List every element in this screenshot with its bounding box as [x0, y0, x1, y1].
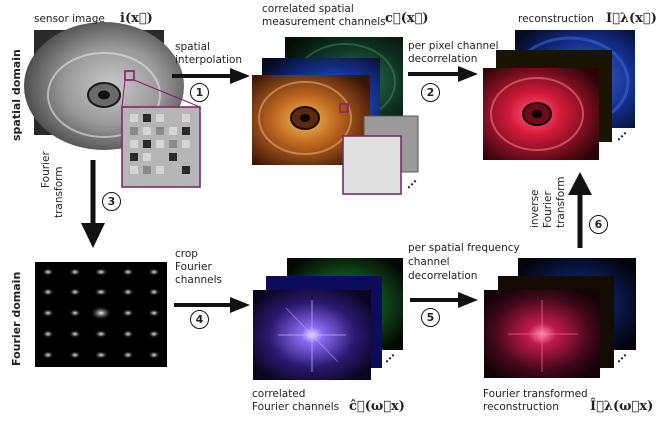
correlated-fourier-label-line2: Fourier channels [252, 401, 340, 413]
per-pixel-label-line1: per pixel channel [408, 40, 499, 52]
spatial-interpolation-label-line2: interpolation [175, 54, 243, 66]
correlated-spatial-channel-stack [252, 37, 419, 195]
step-6-badge: 6 [589, 215, 608, 234]
crop-fourier-label-line2: Fourier [175, 261, 212, 273]
correlated-spatial-label-line1: correlated spatial [262, 3, 354, 15]
arrow-per-spatial-frequency [410, 292, 478, 308]
correlated-spatial-label-line2: measurement channels [262, 16, 386, 28]
fourier-domain-label: Fourier domain [10, 271, 23, 366]
inverse-fourier-label-line3: transform [555, 176, 567, 228]
per-spatial-frequency-label-line1: per spatial frequency [408, 242, 520, 254]
fourier-transformed-label-line2: reconstruction [483, 401, 559, 413]
step-2-badge: 2 [421, 83, 440, 102]
per-pixel-label-line2: decorrelation [408, 53, 478, 65]
reconstruction-label: reconstruction [518, 13, 594, 25]
spatial-interpolation-label-line1: spatial [175, 41, 210, 53]
fourier-transformed-label-line1: Fourier transformed [483, 388, 588, 400]
inverse-fourier-label-line1: inverse [529, 189, 541, 229]
arrow-spatial-interpolation [172, 68, 250, 84]
inverse-fourier-label-line2: Fourier [542, 191, 554, 228]
fourier-transform-label-line1: Fourier [40, 151, 52, 188]
fourier-transformed-symbol: Î⃗λ(ω⃗x) [590, 399, 654, 414]
reconstruction-symbol: I⃗λ(x⃗) [606, 11, 657, 26]
step-4-badge: 4 [190, 310, 209, 329]
fourier-transform-label-line2: transform [53, 166, 65, 218]
correlated-spatial-symbol: c⃗(x⃗) [385, 11, 429, 26]
correlated-fourier-channel-stack [253, 258, 403, 380]
crop-fourier-label-line1: crop [175, 248, 198, 260]
arrow-fourier-transform [81, 160, 105, 248]
sensor-image-label: sensor image [34, 13, 105, 25]
step-5-badge: 5 [421, 308, 440, 327]
step-1-badge: 1 [190, 83, 209, 102]
sensor-image-symbol: i(x⃗) [120, 11, 153, 26]
reconstruction-channel-stack [483, 30, 635, 160]
step-3-badge: 3 [102, 192, 121, 211]
mosaic-pattern-zoom [121, 106, 201, 188]
arrow-inverse-fourier-transform [568, 172, 592, 248]
correlated-fourier-symbol: ĉ⃗(ω⃗x) [349, 399, 405, 414]
fourier-spectrum [35, 262, 167, 367]
spatial-domain-label: spatial domain [10, 49, 23, 141]
per-spatial-frequency-label-line3: decorrelation [408, 270, 478, 282]
correlated-fourier-label-line1: correlated [252, 388, 306, 400]
arrow-crop-fourier-channels [174, 297, 250, 313]
arrow-per-pixel-decorrelation [408, 66, 478, 82]
crop-fourier-label-line3: channels [175, 274, 223, 286]
per-spatial-frequency-label-line2: channel [408, 256, 450, 268]
fourier-reconstruction-stack [484, 258, 636, 378]
